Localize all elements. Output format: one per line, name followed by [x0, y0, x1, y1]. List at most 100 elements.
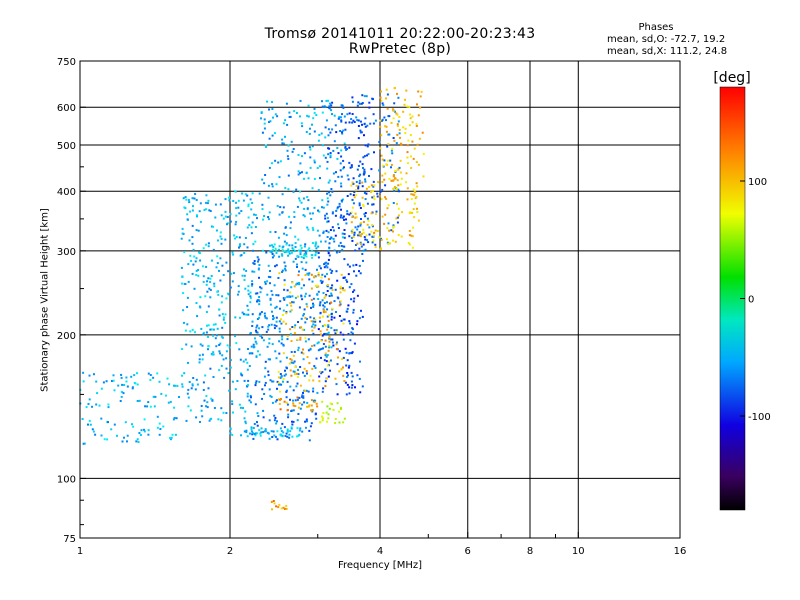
data-point: [249, 295, 252, 298]
data-point: [123, 436, 125, 439]
data-point: [348, 286, 351, 289]
data-point: [220, 301, 223, 304]
data-point: [326, 405, 329, 408]
y-axis-label: Stationary phase Virtual Height [km]: [39, 208, 51, 392]
data-point: [306, 196, 309, 198]
data-point: [310, 404, 313, 407]
data-point: [256, 412, 259, 415]
data-point: [358, 317, 361, 320]
data-point: [303, 177, 305, 180]
data-point: [311, 409, 314, 411]
data-point: [245, 269, 248, 272]
data-point: [219, 203, 222, 206]
data-point: [315, 247, 318, 250]
data-point: [301, 403, 304, 406]
data-point: [288, 111, 291, 114]
data-point: [297, 368, 299, 371]
data-point: [368, 175, 370, 177]
data-point: [292, 354, 295, 357]
data-point: [296, 419, 299, 422]
data-point: [269, 270, 271, 272]
data-point: [173, 384, 175, 387]
data-point: [323, 296, 326, 299]
data-point: [306, 207, 309, 210]
data-point: [386, 107, 389, 110]
data-point: [283, 279, 286, 282]
data-point: [185, 419, 188, 422]
data-point: [247, 205, 250, 208]
data-point: [347, 304, 350, 307]
data-point: [318, 316, 321, 319]
data-point: [327, 128, 330, 131]
data-point: [285, 401, 288, 404]
data-point: [346, 372, 349, 374]
data-point: [333, 249, 336, 252]
data-point: [410, 234, 413, 237]
data-point: [310, 422, 313, 425]
data-point: [284, 269, 287, 272]
data-point: [306, 272, 309, 275]
data-point: [374, 119, 377, 122]
data-point: [271, 343, 274, 346]
data-point: [275, 251, 278, 254]
data-point: [240, 372, 242, 375]
data-point: [136, 400, 139, 402]
data-point: [333, 140, 336, 143]
data-point: [311, 345, 313, 347]
data-point: [231, 251, 234, 254]
data-point: [267, 374, 270, 377]
data-point: [229, 366, 232, 369]
data-point: [310, 298, 313, 301]
data-point: [198, 358, 201, 361]
data-point: [395, 112, 398, 115]
data-point: [397, 214, 400, 217]
data-point: [327, 147, 330, 150]
data-point: [188, 201, 191, 204]
data-point: [304, 340, 307, 343]
data-point: [330, 292, 333, 295]
data-point: [279, 360, 282, 363]
data-point: [250, 345, 253, 348]
data-point: [301, 430, 304, 433]
y-tick-label: 75: [63, 534, 76, 545]
data-point: [202, 331, 205, 334]
data-point: [303, 328, 306, 331]
data-point: [317, 245, 320, 248]
data-point: [398, 132, 401, 135]
data-point: [383, 159, 386, 162]
data-point: [271, 185, 274, 188]
data-point: [205, 208, 208, 211]
data-point: [263, 122, 266, 125]
data-point: [350, 298, 353, 301]
data-point: [275, 422, 278, 425]
data-point: [191, 384, 194, 387]
data-point: [319, 279, 322, 282]
data-point: [378, 141, 381, 143]
data-point: [374, 246, 377, 249]
data-point: [212, 376, 215, 378]
data-point: [304, 243, 307, 246]
data-point: [268, 324, 271, 327]
data-point: [399, 142, 402, 145]
data-point: [271, 401, 274, 404]
data-point: [321, 390, 324, 393]
data-point: [307, 249, 309, 252]
data-point: [307, 338, 310, 341]
data-point: [370, 212, 373, 215]
data-point: [375, 213, 378, 215]
data-point: [216, 290, 219, 293]
data-point: [352, 311, 355, 314]
data-point: [212, 353, 215, 356]
data-point: [325, 212, 328, 215]
data-point: [256, 324, 259, 327]
data-point: [258, 316, 261, 319]
data-point: [273, 284, 276, 287]
data-point: [300, 122, 303, 125]
data-point: [273, 243, 276, 246]
data-point: [271, 134, 274, 137]
data-point: [372, 180, 375, 183]
data-point: [154, 395, 157, 398]
data-point: [321, 417, 324, 420]
data-point: [324, 156, 327, 159]
